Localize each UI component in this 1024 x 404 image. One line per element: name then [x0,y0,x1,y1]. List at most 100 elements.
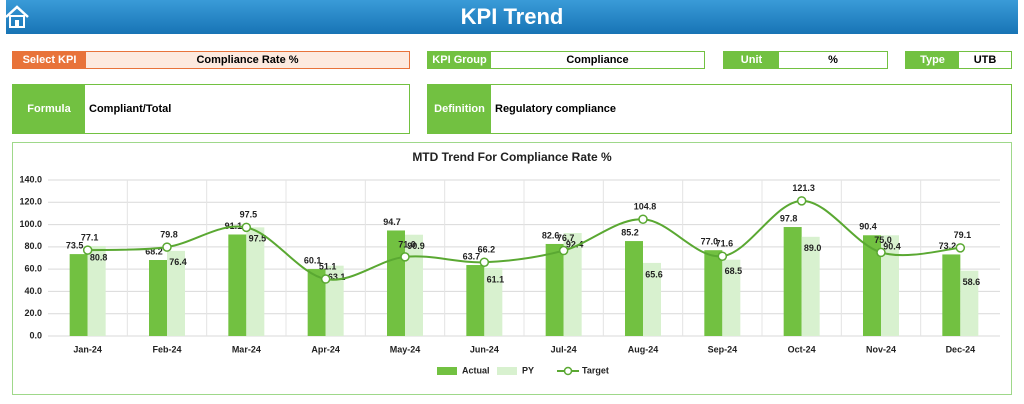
bar [704,250,723,336]
bar [722,259,741,336]
field-label: Definition [428,85,491,133]
data-label: 63.1 [328,272,346,282]
target-marker [717,251,728,261]
field-value: UTB [973,54,997,66]
field-value: Regulatory compliance [495,103,617,115]
bar [405,234,423,336]
header: KPI Trend [0,0,1024,34]
target-marker [400,252,410,262]
x-tick-label: Oct-24 [788,344,816,354]
bar [149,260,167,336]
data-label: 51.1 [319,261,337,271]
data-label: 90.4 [859,222,877,232]
y-tick-label: 40.0 [24,286,42,296]
data-label: 75.0 [874,235,892,245]
data-label: 104.8 [634,202,657,212]
y-tick-label: 140.0 [19,174,42,184]
bar [69,254,88,336]
data-label: 79.1 [954,230,972,240]
data-label: 79.8 [160,229,178,239]
x-tick-label: Sep-24 [708,344,738,354]
x-tick-label: Aug-24 [628,344,659,354]
data-label: 76.7 [557,233,575,243]
x-tick-label: Apr-24 [311,344,340,354]
data-label: 97.5 [240,210,258,220]
data-label: 90.9 [407,241,425,251]
y-tick-label: 80.0 [24,241,42,251]
data-label: 97.8 [780,213,798,223]
field-label: Type [906,52,959,68]
formula: Formula Compliant/Total [12,84,410,134]
definition: Definition Regulatory compliance [427,84,1012,134]
field-value: % [828,54,838,66]
bar [325,265,344,336]
data-label: 82.6 [542,230,560,240]
field-value: Compliant/Total [89,103,172,115]
x-tick-label: Jul-24 [551,344,577,354]
y-tick-label: 120.0 [19,197,42,207]
legend-label: Actual [462,365,490,375]
target-marker [82,245,93,255]
legend-label: PY [522,365,534,375]
y-tick-label: 100.0 [19,219,42,229]
data-label: 71.0 [398,239,416,249]
y-tick-label: 60.0 [24,264,42,274]
data-label: 60.1 [304,255,322,265]
legend-swatch [497,367,517,375]
y-tick-label: 0.0 [29,330,42,340]
data-label: 80.8 [90,252,108,262]
field-label: Unit [724,52,779,68]
home-icon[interactable] [4,5,30,29]
unit: Unit% [723,51,888,69]
data-label: 92.4 [566,239,584,249]
target-marker [558,245,569,256]
data-label: 73.2 [939,241,957,251]
data-label: 85.2 [621,227,639,237]
data-label: 63.7 [463,251,481,261]
target-marker [320,274,331,284]
bar [484,267,503,336]
data-label: 68.5 [725,266,743,276]
bar [228,234,247,336]
y-tick-label: 20.0 [24,308,42,318]
data-label: 61.1 [487,274,505,284]
select-kpi[interactable]: Select KPI Compliance Rate % [12,51,410,69]
bar [563,233,582,336]
bar [643,262,661,336]
data-label: 90.4 [883,242,901,252]
bar [881,235,899,336]
field-label: Formula [13,85,85,133]
chart-panel [12,142,1012,395]
data-label: 65.6 [645,269,663,279]
x-tick-label: Nov-24 [866,344,896,354]
data-label: 89.0 [804,243,822,253]
field-value[interactable]: Compliance Rate % [86,52,409,68]
data-label: 66.2 [478,245,496,255]
target-marker [876,247,886,258]
target-marker [162,242,172,252]
target-marker [955,243,966,253]
field-label: KPI Group [428,52,491,68]
bar [942,254,961,336]
legend-marker [563,366,573,376]
target-marker [241,222,252,233]
data-label: 73.5 [66,240,84,250]
data-label: 97.5 [249,234,267,244]
target-marker [479,257,490,267]
data-label: 68.2 [145,246,163,256]
x-tick-label: Jan-24 [73,344,102,354]
legend-swatch [437,367,457,375]
x-tick-label: Jun-24 [470,344,499,354]
bar [307,269,326,336]
bar [960,270,979,336]
data-label: 71.6 [716,239,734,249]
page-title: KPI Trend [460,4,564,29]
data-label: 121.3 [792,183,815,193]
x-tick-label: Feb-24 [152,344,181,354]
target-marker [796,196,807,206]
legend-label: Target [582,365,609,375]
bar [625,241,643,336]
data-label: 76.4 [169,257,187,267]
